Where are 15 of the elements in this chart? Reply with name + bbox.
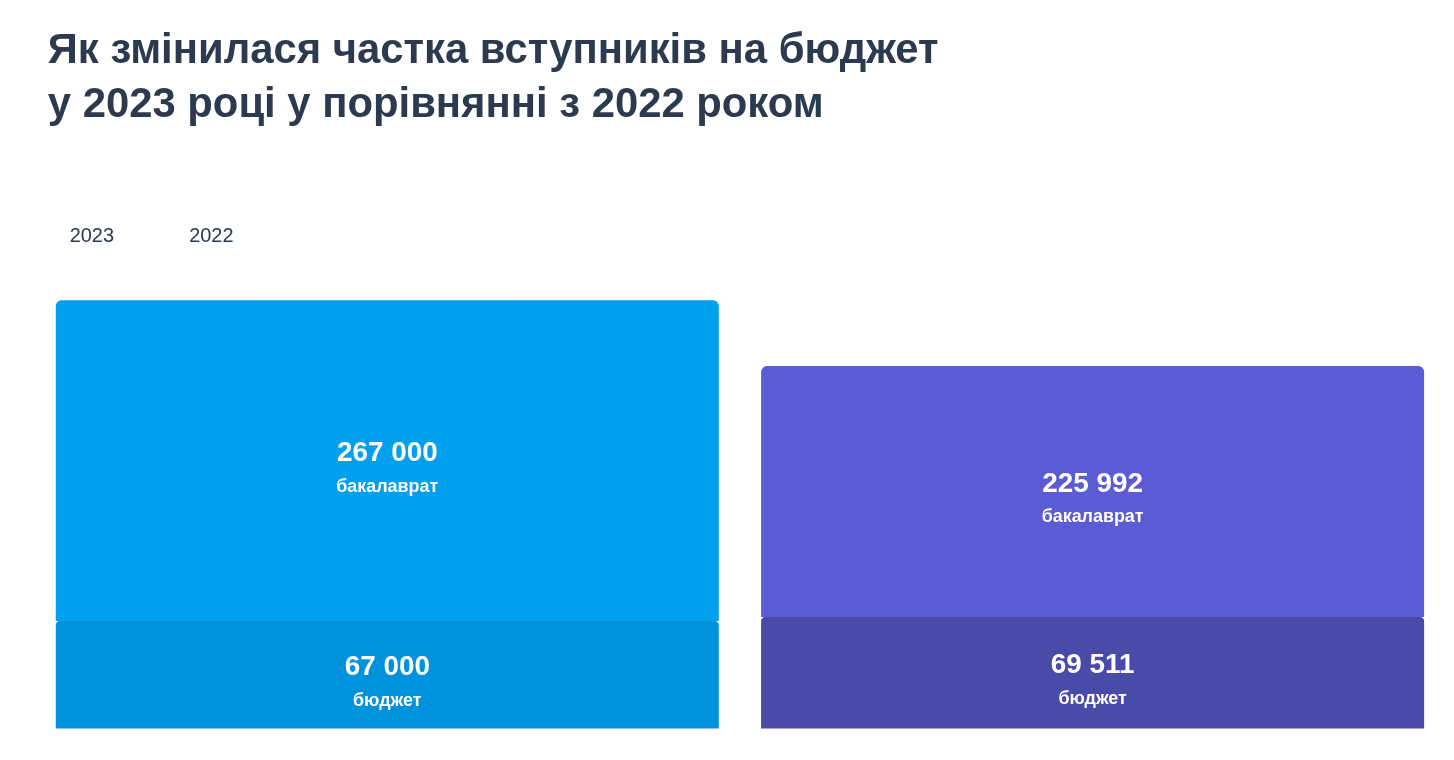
bar [55,621,719,729]
text: 2022 [189,223,234,246]
bar [761,617,1425,729]
data-label: 67 000 [344,649,430,681]
total-label: 267 000 [336,435,438,467]
text: бюджет [1058,687,1127,708]
bar [55,300,719,622]
data-label: 69 511 [1050,647,1135,679]
series-label: бюджет [353,689,422,710]
bar [761,366,1425,618]
chart-title: Як змінилася частка вступників на бюджет у 2023 році у порівнянні з 2022 роком [47,25,939,127]
total-label: 225 992 [1042,466,1143,498]
text: 2023 [69,223,115,246]
series-label: бакалаврат [1041,506,1144,527]
text: бакалаврат [336,475,439,496]
